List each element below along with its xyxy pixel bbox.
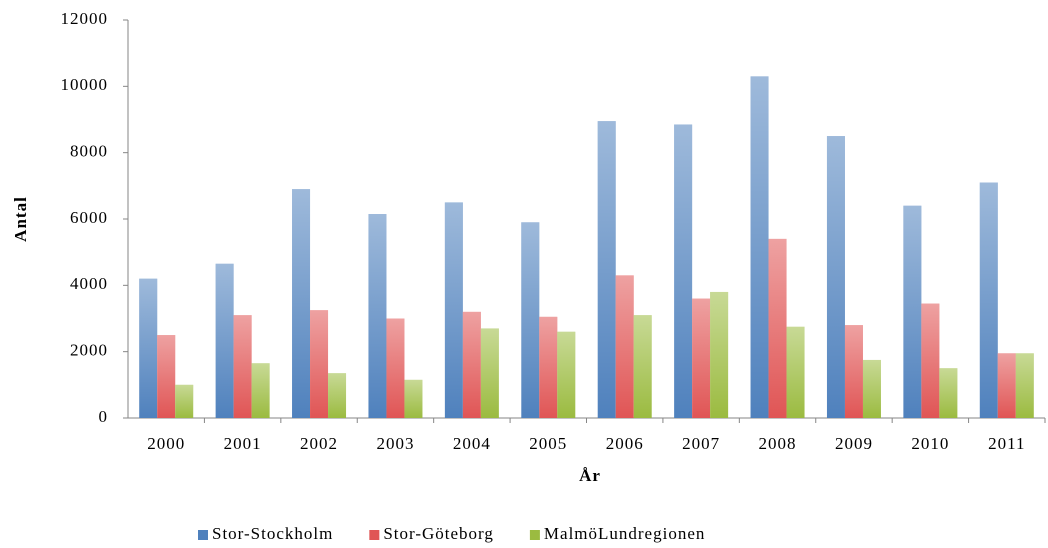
bar-shine	[539, 316, 558, 418]
bar-shine	[521, 222, 540, 418]
x-tick-label: 2010	[911, 434, 949, 453]
bar-shine	[233, 315, 252, 418]
bar-shine	[862, 359, 881, 418]
x-tick-label: 2006	[606, 434, 644, 453]
bar-shine	[368, 214, 387, 418]
bar-shine	[844, 325, 863, 418]
bar-shine	[633, 315, 652, 418]
bar-shine	[328, 373, 347, 418]
x-axis-title: År	[579, 466, 601, 485]
bar-shine	[710, 291, 729, 418]
bar-shine	[310, 310, 329, 418]
x-tick-label: 2003	[376, 434, 414, 453]
y-tick-label: 12000	[61, 9, 109, 28]
bar-shine	[750, 76, 769, 418]
bar-shine	[597, 121, 616, 419]
x-tick-label: 2011	[988, 434, 1025, 453]
legend-label: MalmöLundregionen	[544, 524, 705, 543]
bar-shine	[557, 331, 576, 418]
bar-shine	[139, 278, 158, 418]
y-tick-label: 4000	[70, 274, 108, 293]
bar-shine	[462, 311, 481, 418]
x-tick-label: 2005	[529, 434, 567, 453]
y-tick-label: 2000	[70, 341, 108, 360]
legend-swatch	[369, 530, 380, 540]
bar-shine	[1015, 353, 1034, 418]
bar-shine	[444, 202, 463, 418]
bar-shine	[997, 353, 1016, 418]
legend-label: Stor-Göteborg	[383, 524, 494, 543]
bar-shine	[674, 124, 693, 418]
x-tick-label: 2002	[300, 434, 338, 453]
y-tick-label: 8000	[70, 142, 108, 161]
x-tick-label: 2004	[453, 434, 491, 453]
bar-shine	[921, 303, 940, 418]
legend-swatch	[198, 530, 208, 540]
bar-shine	[979, 182, 998, 418]
bar-shine	[480, 328, 499, 418]
legend-label: Stor-Stockholm	[212, 524, 333, 543]
y-tick-label: 0	[99, 407, 109, 426]
bar-shine	[404, 379, 423, 418]
legend-swatch	[529, 530, 540, 540]
bar-shine	[615, 275, 634, 418]
x-tick-label: 2007	[682, 434, 720, 453]
x-tick-label: 2009	[835, 434, 873, 453]
bar-shine	[292, 189, 311, 418]
bar-shine	[386, 318, 405, 418]
bar-shine	[692, 298, 711, 418]
bar-shine	[939, 368, 958, 418]
bar-shine	[826, 136, 845, 419]
x-tick-label: 2001	[224, 434, 262, 453]
bar-shine	[903, 205, 922, 418]
x-tick-label: 2008	[759, 434, 797, 453]
bar-shine	[175, 384, 194, 418]
bar-shine	[768, 238, 787, 418]
bar-shine	[157, 335, 176, 418]
bar-shine	[786, 326, 805, 418]
bar-shine	[215, 263, 234, 418]
y-tick-label: 10000	[61, 75, 109, 94]
y-tick-label: 6000	[70, 208, 108, 227]
bar-shine	[251, 363, 270, 418]
y-axis-title: Antal	[11, 196, 30, 242]
x-tick-label: 2000	[147, 434, 185, 453]
